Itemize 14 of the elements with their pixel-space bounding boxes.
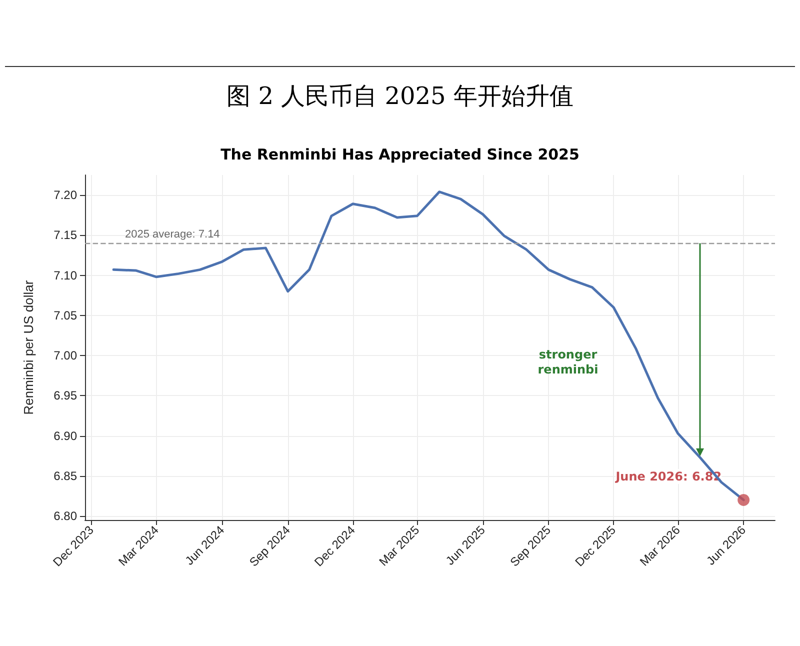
annotation: stronger renminbi xyxy=(538,348,598,376)
y-tick-label: 7.15 xyxy=(54,228,78,242)
chart-subtitle: The Renminbi Has Appreciated Since 2025 xyxy=(220,146,580,164)
ref-line-label: 2025 average: 7.14 xyxy=(125,228,220,241)
y-tick-label: 7.20 xyxy=(54,188,78,202)
y-tick-label: 6.85 xyxy=(54,468,78,483)
chart-title: 图 2 人民币自 2025 年开始升值 xyxy=(226,81,574,112)
y-tick-label: 7.10 xyxy=(54,268,78,282)
y-tick-label: 6.90 xyxy=(54,428,78,443)
y-tick-label: 6.95 xyxy=(54,388,78,403)
y-axis-title: Renminbi per US dollar xyxy=(21,280,36,415)
y-tick-label: 6.80 xyxy=(54,508,78,523)
y-tick-label: 7.00 xyxy=(54,348,78,363)
y-tick-label: 7.05 xyxy=(54,308,78,322)
